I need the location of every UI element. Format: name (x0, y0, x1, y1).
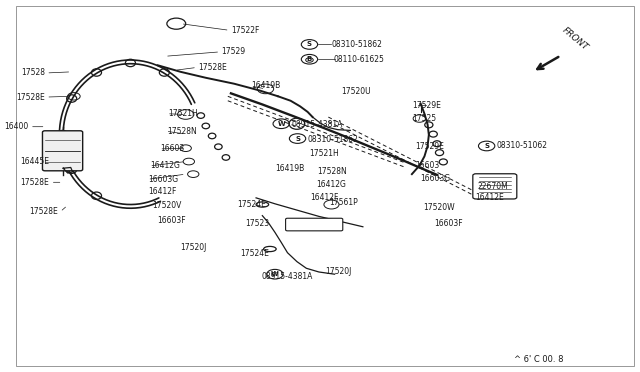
Text: S: S (484, 143, 489, 149)
Text: 17524E: 17524E (237, 200, 266, 209)
Text: 16603F: 16603F (157, 217, 186, 225)
Text: 17525: 17525 (412, 114, 436, 123)
Text: 17528N: 17528N (167, 126, 196, 136)
Text: 17521H: 17521H (168, 109, 198, 118)
Text: 17561P: 17561P (329, 198, 358, 207)
Text: 08110-61625: 08110-61625 (334, 55, 385, 64)
Text: 16603: 16603 (415, 161, 439, 170)
Text: 17528E: 17528E (16, 93, 45, 102)
FancyBboxPatch shape (473, 174, 516, 199)
Text: 17528E: 17528E (198, 63, 227, 72)
Text: 17521H: 17521H (310, 149, 339, 158)
Text: FRONT: FRONT (561, 25, 590, 52)
Text: 16412E: 16412E (475, 193, 504, 202)
Text: 17520U: 17520U (342, 87, 371, 96)
Text: 16400: 16400 (4, 122, 29, 131)
Text: 16419B: 16419B (252, 81, 281, 90)
Text: 16412G: 16412G (316, 180, 346, 189)
Text: 16603G: 16603G (148, 175, 179, 184)
FancyBboxPatch shape (285, 218, 343, 231)
Text: 17528E: 17528E (29, 208, 58, 217)
Text: 16412G: 16412G (150, 161, 180, 170)
Text: 08915-4381A: 08915-4381A (261, 272, 312, 280)
Text: S: S (295, 135, 300, 142)
Text: 17523: 17523 (244, 219, 269, 228)
Text: 17528N: 17528N (317, 167, 347, 176)
Text: S: S (307, 41, 312, 47)
Text: 17529: 17529 (221, 47, 246, 56)
Text: 17522F: 17522F (231, 26, 259, 35)
Text: 17520J: 17520J (180, 243, 207, 252)
Text: 17529E: 17529E (415, 142, 444, 151)
Text: ^ 6' C 00. 8: ^ 6' C 00. 8 (514, 355, 564, 364)
Text: 17528: 17528 (21, 68, 45, 77)
Text: 16412F: 16412F (148, 187, 177, 196)
Text: 08310-51062: 08310-51062 (496, 141, 547, 151)
Text: 16412F: 16412F (310, 193, 339, 202)
Text: 17524E: 17524E (240, 249, 269, 258)
Text: 17528E: 17528E (20, 178, 49, 187)
Text: 17520V: 17520V (152, 201, 182, 210)
Text: 08310-51862: 08310-51862 (308, 135, 358, 144)
Text: 17520W: 17520W (423, 203, 455, 212)
Text: W: W (277, 121, 285, 127)
Text: 16445E: 16445E (20, 157, 49, 166)
Text: 08310-51862: 08310-51862 (332, 40, 382, 49)
Text: 16419B: 16419B (275, 164, 304, 173)
Text: W: W (271, 271, 279, 277)
Text: 22670M: 22670M (477, 182, 508, 190)
Text: 17520J: 17520J (325, 267, 351, 276)
FancyBboxPatch shape (42, 131, 83, 171)
Text: B: B (307, 56, 312, 62)
Text: 16603: 16603 (161, 144, 185, 153)
Text: 17529E: 17529E (412, 101, 441, 110)
Text: 16603G: 16603G (420, 174, 451, 183)
Text: 16603F: 16603F (435, 219, 463, 228)
Text: 08915-4381A: 08915-4381A (292, 121, 343, 129)
